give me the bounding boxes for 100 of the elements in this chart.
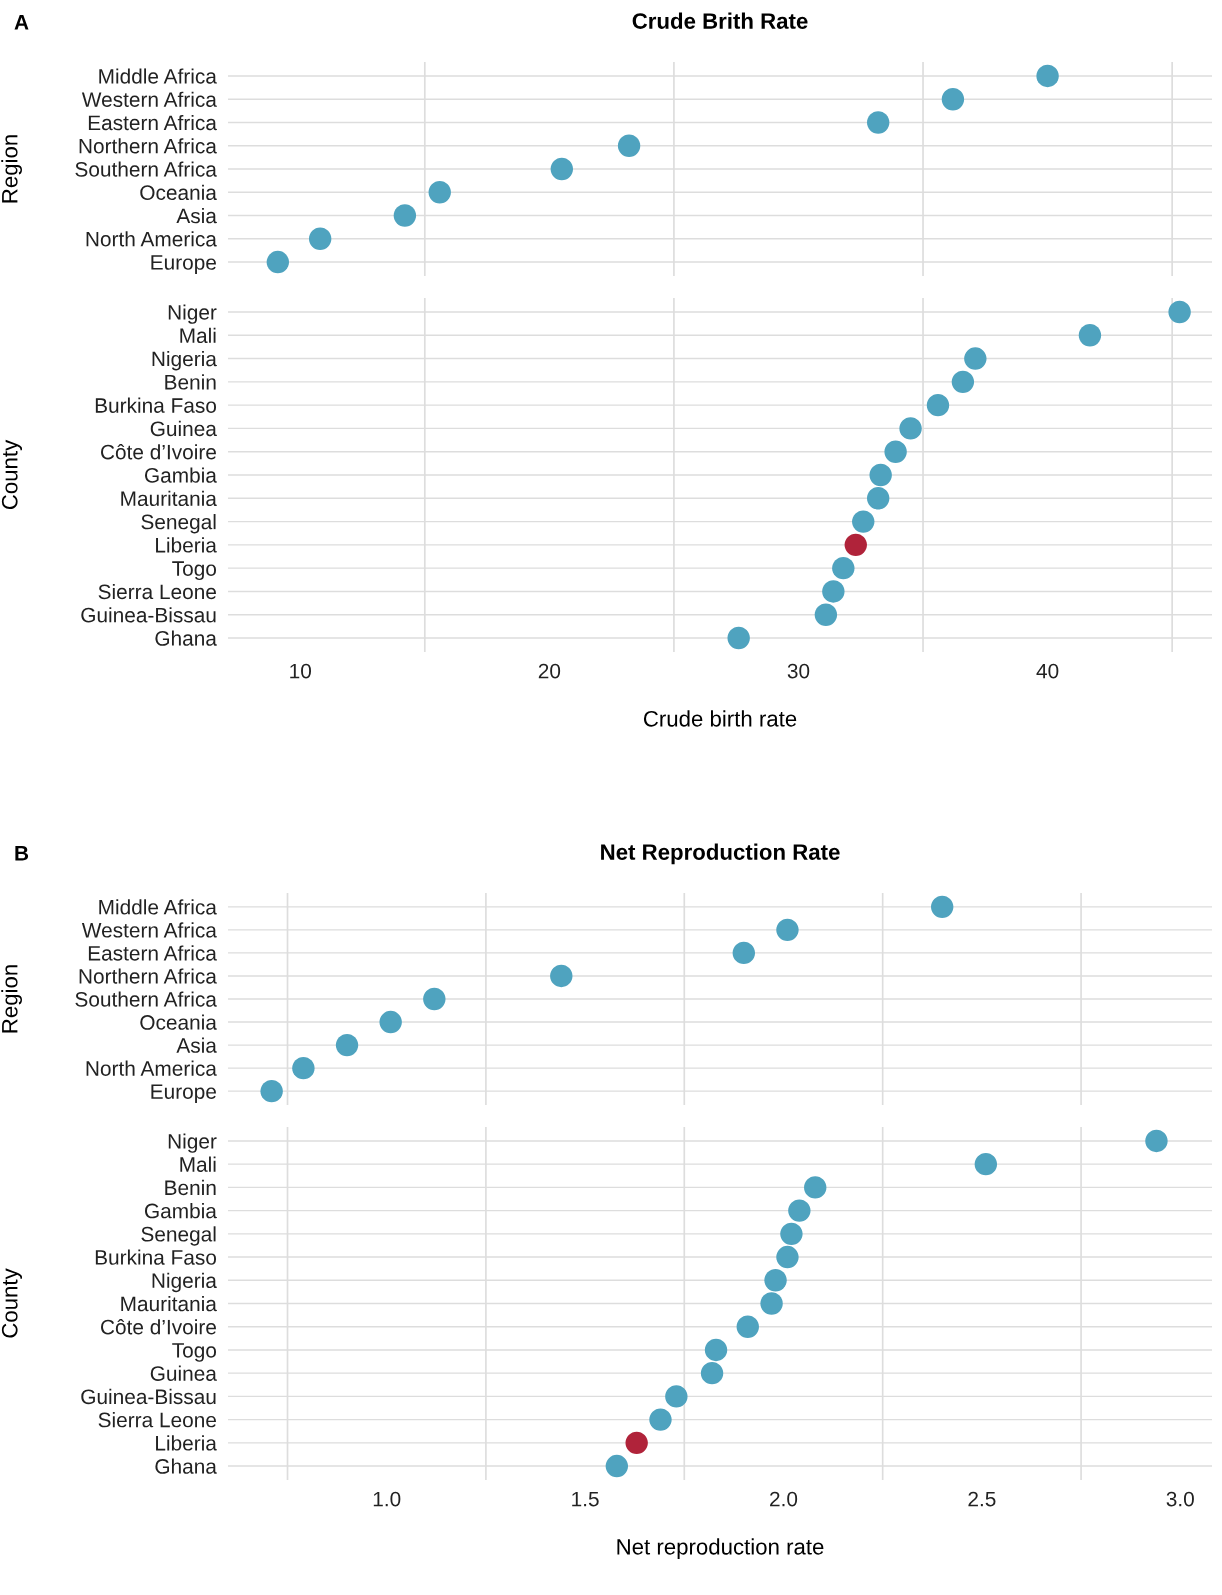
x-axis-title: Net reproduction rate: [617, 1538, 824, 1560]
point: [852, 510, 875, 533]
y-tick-label: Oceania: [140, 184, 217, 201]
y-tick-label: Gambia: [144, 467, 217, 483]
point: [964, 347, 987, 370]
point: [732, 941, 755, 965]
y-tick-label: Mali: [180, 1156, 216, 1172]
y-tick-label: Mali: [180, 327, 216, 344]
x-tick-label: 2.5: [968, 1491, 996, 1507]
point: [776, 918, 799, 942]
y-tick-label: Benin: [165, 374, 216, 390]
point: [974, 1152, 998, 1176]
y-tick-label: Eastern Africa: [88, 114, 217, 131]
y-tick-label: Niger: [168, 304, 217, 324]
point: [1036, 64, 1059, 88]
point: [899, 417, 922, 440]
chart-title: Net Reproduction Rate: [601, 843, 840, 865]
point: [379, 1010, 402, 1034]
point: [804, 1176, 827, 1199]
y-tick-label: Gambia: [144, 1203, 217, 1219]
point: [736, 1315, 759, 1338]
y-tick-label: Europe: [151, 255, 216, 274]
x-tick-label: 30: [787, 663, 810, 679]
y-axis-title: Region: [1, 135, 22, 203]
y-tick-label: Senegal: [141, 1226, 216, 1246]
point: [884, 440, 907, 463]
point: [931, 895, 954, 919]
x-tick-label: 3.0: [1166, 1491, 1194, 1507]
y-tick-label: Nigeria: [152, 351, 217, 371]
point: [665, 1385, 688, 1408]
point: [926, 393, 950, 417]
y-tick-label: Northern Africa: [79, 968, 217, 984]
y-tick-label: Western Africa: [81, 91, 217, 107]
y-tick-label: Ghana: [155, 1458, 217, 1474]
point: [832, 556, 855, 580]
point: [423, 987, 446, 1011]
y-tick-label: Senegal: [141, 514, 216, 534]
y-tick-label: Burkina Faso: [95, 1249, 217, 1265]
point: [869, 463, 892, 487]
y-tick-label: Sierra Leone: [98, 1412, 216, 1428]
y-tick-label: Middle Africa: [99, 899, 217, 915]
x-tick-label: 40: [1036, 663, 1059, 679]
y-tick-label: Guinea: [150, 1365, 217, 1381]
point: [780, 1222, 803, 1246]
point: [776, 1245, 799, 1269]
point: [428, 181, 451, 204]
point: [393, 204, 417, 227]
y-tick-label: Burkina Faso: [95, 397, 217, 413]
point: [700, 1361, 724, 1385]
y-tick-label: Benin: [165, 1179, 216, 1196]
chart-title: Crude Brith Rate: [632, 12, 808, 29]
x-tick-label: 1.5: [572, 1491, 599, 1507]
point: [1145, 1129, 1168, 1153]
point: [727, 626, 750, 650]
y-tick-label: Southern Africa: [75, 991, 217, 1007]
y-axis-title: County: [1, 1268, 22, 1338]
point: [866, 487, 890, 510]
point: [760, 1292, 783, 1315]
x-tick-label: 1.0: [373, 1491, 401, 1507]
y-tick-label: North America: [86, 1060, 217, 1076]
y-tick-label: Nigeria: [152, 1272, 217, 1293]
y-tick-label: Sierra Leone: [98, 583, 216, 600]
point: [649, 1408, 672, 1431]
y-tick-label: Mauritania: [121, 1295, 217, 1312]
y-axis-title: County: [1, 439, 22, 510]
y-tick-label: Côte d’Ivoire: [101, 1319, 216, 1335]
y-tick-label: Asia: [176, 1037, 217, 1053]
y-tick-label: Southern Africa: [75, 161, 217, 177]
point: [951, 370, 975, 394]
point: [704, 1338, 728, 1362]
y-tick-label: Oceania: [140, 1014, 217, 1030]
y-tick-label: Europe: [151, 1084, 216, 1104]
y-tick-label: Togo: [172, 1343, 217, 1362]
point: [550, 964, 573, 988]
y-tick-label: Guinea-Bissau: [81, 1388, 216, 1405]
y-tick-label: Middle Africa: [99, 68, 217, 84]
point: [260, 1079, 283, 1103]
y-tick-label: Eastern Africa: [88, 945, 217, 961]
point: [625, 1431, 648, 1455]
y-tick-label: North America: [86, 231, 217, 247]
y-tick-label: Niger: [168, 1133, 217, 1153]
y-tick-label: Ghana: [155, 630, 217, 646]
point: [1168, 300, 1191, 324]
y-axis-title: Region: [1, 965, 22, 1033]
point: [292, 1056, 315, 1080]
y-tick-label: Mauritania: [121, 490, 217, 507]
point: [941, 88, 965, 111]
text: A: [14, 15, 29, 30]
y-tick-label: Guinea: [150, 420, 217, 437]
point: [844, 533, 867, 557]
point: [605, 1454, 629, 1478]
y-tick-label: Liberia: [156, 537, 217, 553]
point: [1078, 324, 1102, 347]
y-tick-label: Togo: [172, 561, 217, 581]
x-tick-label: 10: [290, 663, 312, 679]
point: [617, 134, 641, 157]
point: [308, 227, 332, 250]
point: [866, 111, 890, 134]
y-tick-label: Northern Africa: [79, 138, 217, 154]
x-tick-label: 2.0: [770, 1491, 798, 1507]
